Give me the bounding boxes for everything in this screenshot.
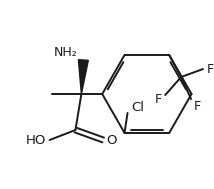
Text: O: O <box>106 135 116 147</box>
Text: F: F <box>206 63 213 76</box>
Text: F: F <box>193 100 201 112</box>
Text: NH₂: NH₂ <box>54 46 77 59</box>
Text: F: F <box>155 93 162 105</box>
Polygon shape <box>78 60 88 94</box>
Text: Cl: Cl <box>131 101 144 115</box>
Text: HO: HO <box>25 135 46 147</box>
